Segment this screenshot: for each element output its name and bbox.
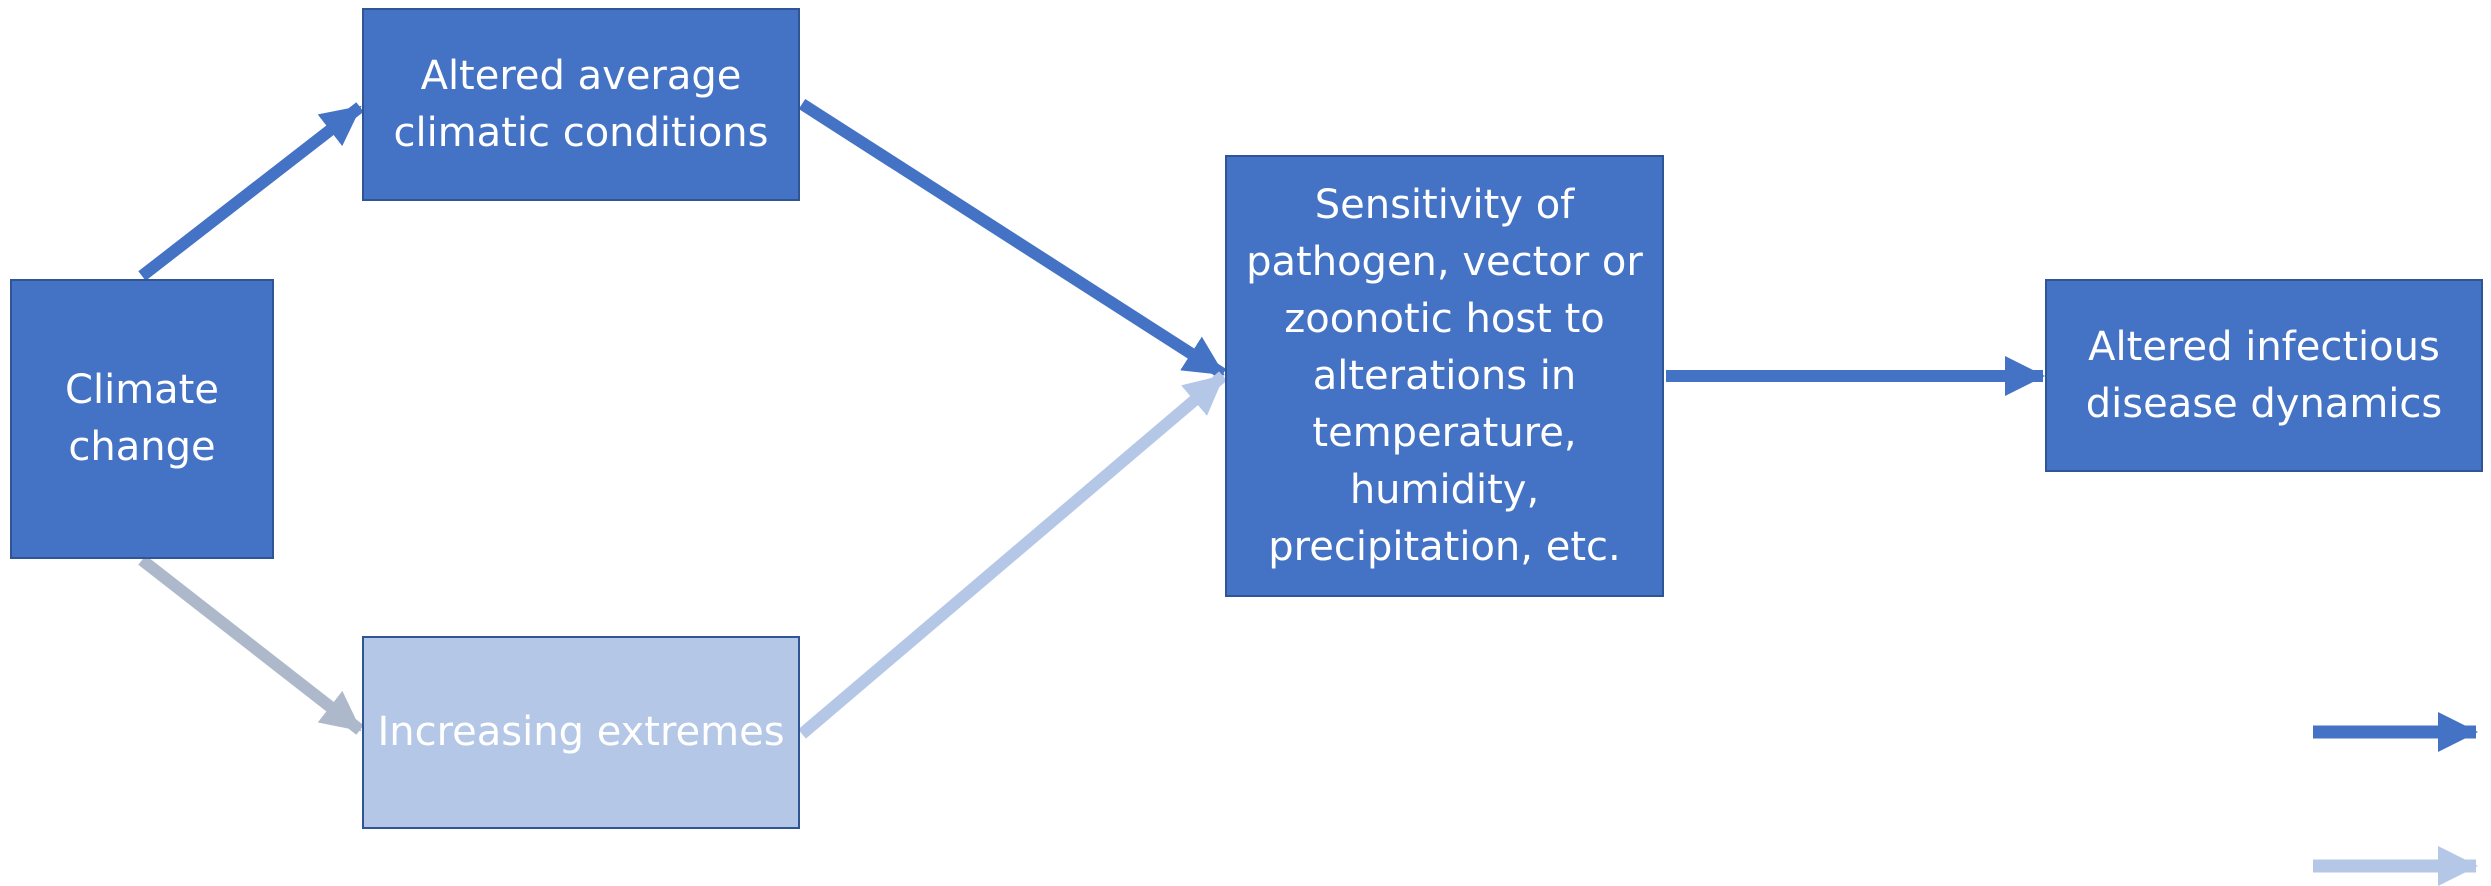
node-sensitivity: Sensitivity of pathogen, vector or zoono… [1225, 155, 1664, 597]
arrow-extremes-to-sensitivity [798, 371, 1227, 739]
node-altered-infectious-disease-dynamics: Altered infectious disease dynamics [2045, 279, 2483, 472]
arrow-average-to-sensitivity [798, 98, 1227, 380]
node-climate-change: Climate change [10, 279, 274, 559]
node-sensitivity-label: Sensitivity of pathogen, vector or zoono… [1246, 181, 1643, 570]
arrow-climate-to-extremes [138, 555, 364, 735]
node-increasing-extremes: Increasing extremes [362, 636, 800, 829]
node-increasing-extremes-label: Increasing extremes [377, 709, 785, 755]
node-altered-average-label: Altered average climatic conditions [393, 52, 769, 156]
node-altered-average-climatic-conditions: Altered average climatic conditions [362, 8, 800, 201]
node-climate-change-label: Climate change [65, 367, 219, 470]
node-altered-infectious-label: Altered infectious disease dynamics [2085, 323, 2443, 427]
arrow-climate-to-average [138, 102, 364, 281]
